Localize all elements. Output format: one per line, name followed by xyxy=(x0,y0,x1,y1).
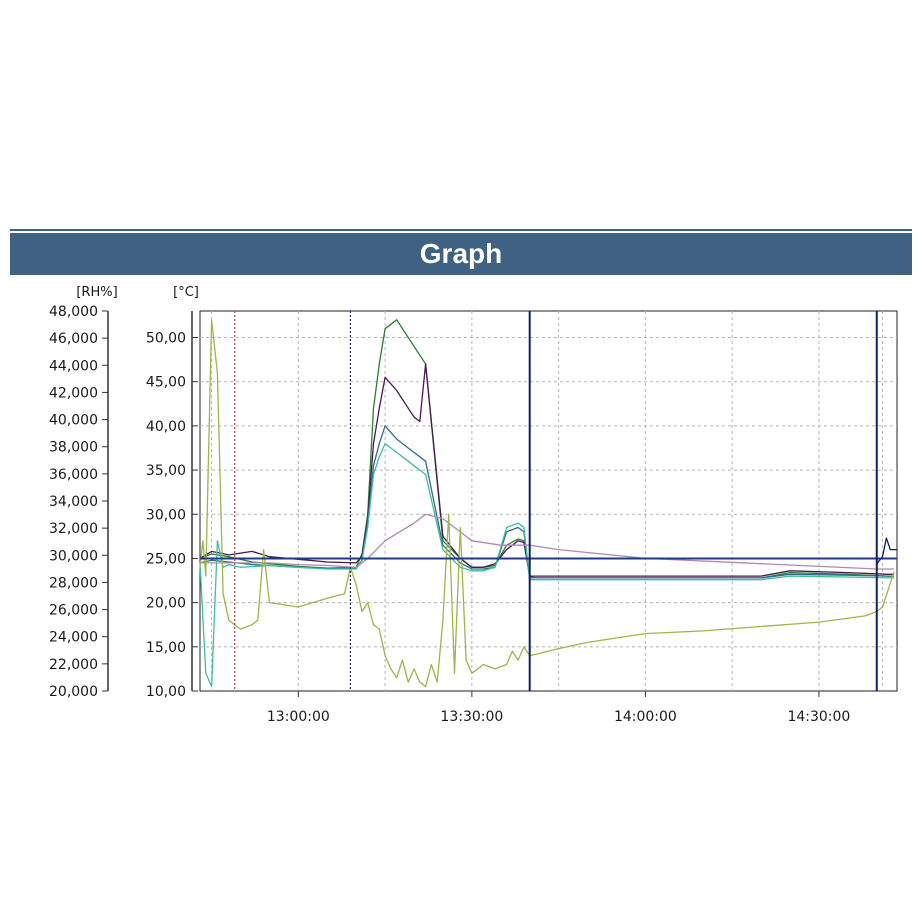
banner-top-rule xyxy=(10,229,912,231)
series-group xyxy=(199,319,897,688)
series-line-4 xyxy=(199,442,895,688)
page-title: Graph xyxy=(10,233,912,275)
left-axis-tick-label: 32,000 xyxy=(49,521,98,537)
left-axis-tick-label: 48,000 xyxy=(49,304,98,320)
right-axis-tick-label: 10,00 xyxy=(146,684,186,700)
right-axis-tick-label: 30,00 xyxy=(146,507,186,523)
left-axis-tick-label: 34,000 xyxy=(49,494,98,510)
series-line-6 xyxy=(199,319,895,688)
left-axis-tick-label: 20,000 xyxy=(49,684,98,700)
axes: 10,00 15,00 20,00 25,00 30,00 35,00 40,00 45,00… xyxy=(49,304,850,725)
left-axis-tick-label: 44,000 xyxy=(49,358,98,374)
right-axis-tick-label: 15,00 xyxy=(146,640,186,656)
right-axis-tick-label: 40,00 xyxy=(146,419,186,435)
right-axis-tick-label: 45,00 xyxy=(146,375,186,391)
x-axis-tick-label: 14:00:00 xyxy=(614,709,677,725)
left-axis-tick-label: 40,000 xyxy=(49,413,98,429)
right-axis-unit: [°C] xyxy=(173,285,199,300)
plot-area xyxy=(199,310,898,692)
right-axis-tick-label: 25,00 xyxy=(146,551,186,567)
left-axis-tick-label: 30,000 xyxy=(49,548,98,564)
right-axis-tick-label: 20,00 xyxy=(146,596,186,612)
x-axis-tick-label: 13:30:00 xyxy=(440,709,503,725)
markers xyxy=(200,311,897,691)
left-axis-tick-label: 24,000 xyxy=(49,630,98,646)
left-axis-tick-label: 22,000 xyxy=(49,657,98,673)
x-axis-tick-label: 14:30:00 xyxy=(787,709,850,725)
left-axis-tick-label: 26,000 xyxy=(49,603,98,619)
left-axis-tick-label: 42,000 xyxy=(49,385,98,401)
left-axis-tick-label: 38,000 xyxy=(49,440,98,456)
x-axis-tick-label: 13:00:00 xyxy=(267,709,330,725)
left-axis-tick-label: 28,000 xyxy=(49,575,98,591)
left-axis-tick-label: 36,000 xyxy=(49,467,98,483)
right-axis-tick-label: 50,00 xyxy=(146,331,186,347)
left-axis-tick-label: 46,000 xyxy=(49,331,98,347)
right-axis-tick-label: 35,00 xyxy=(146,463,186,479)
series-line-5 xyxy=(200,513,895,570)
series-line-2 xyxy=(199,363,895,577)
left-axis-unit: [RH%] xyxy=(76,285,117,300)
